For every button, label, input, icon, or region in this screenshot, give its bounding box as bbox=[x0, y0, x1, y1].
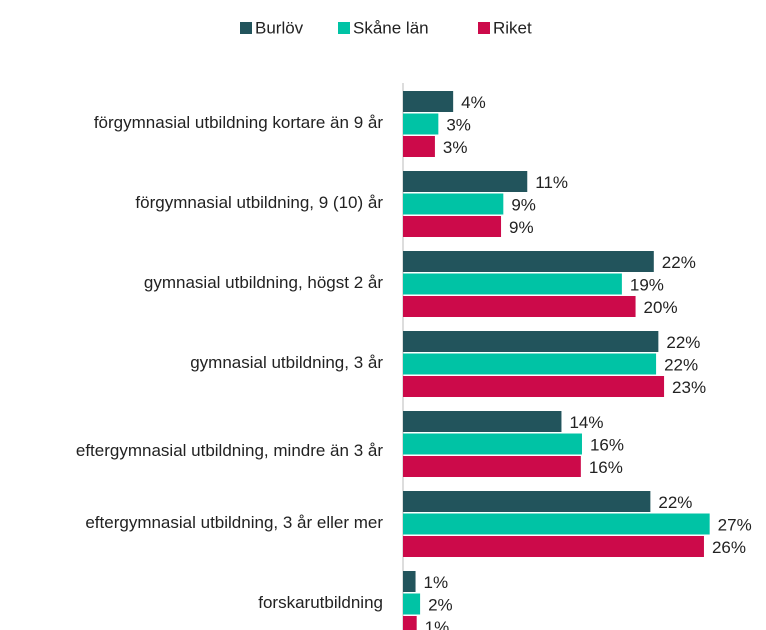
value-label: 9% bbox=[511, 195, 536, 214]
bar bbox=[403, 136, 435, 157]
value-label: 19% bbox=[630, 275, 664, 294]
category-label: gymnasial utbildning, 3 år bbox=[190, 352, 383, 372]
value-label: 2% bbox=[428, 595, 453, 614]
bar bbox=[403, 296, 636, 317]
bar bbox=[403, 376, 665, 397]
value-label: 22% bbox=[658, 493, 692, 512]
legend-swatch bbox=[478, 22, 490, 34]
bar bbox=[403, 571, 416, 592]
value-label: 26% bbox=[712, 538, 746, 557]
category-label: gymnasial utbildning, högst 2 år bbox=[143, 272, 383, 292]
category-label: förgymnasial utbildning kortare än 9 år bbox=[93, 112, 383, 132]
value-label: 11% bbox=[535, 173, 568, 192]
value-label: 20% bbox=[644, 298, 678, 317]
bar bbox=[403, 193, 504, 215]
bar bbox=[403, 251, 654, 272]
bar bbox=[403, 456, 581, 477]
value-label: 4% bbox=[461, 93, 486, 112]
value-label: 23% bbox=[672, 378, 706, 397]
bar bbox=[403, 113, 439, 135]
category-label: förgymnasial utbildning, 9 (10) år bbox=[135, 192, 383, 212]
legend-label: Skåne län bbox=[353, 18, 429, 37]
value-label: 27% bbox=[718, 515, 752, 534]
category-label: eftergymnasial utbildning, mindre än 3 å… bbox=[75, 440, 383, 460]
value-label: 9% bbox=[509, 218, 534, 237]
category-label: forskarutbildning bbox=[258, 592, 383, 612]
bar bbox=[403, 331, 659, 352]
legend-swatch bbox=[338, 22, 350, 34]
value-label: 3% bbox=[443, 138, 468, 157]
bar bbox=[403, 536, 704, 557]
bar bbox=[403, 353, 657, 375]
bar bbox=[403, 411, 562, 432]
bar bbox=[403, 593, 421, 615]
value-label: 22% bbox=[666, 333, 700, 352]
bar bbox=[403, 616, 417, 630]
bar bbox=[403, 273, 622, 295]
legend-label: Burlöv bbox=[255, 18, 304, 37]
value-label: 1% bbox=[425, 618, 450, 630]
bar bbox=[403, 91, 454, 112]
bar bbox=[403, 513, 710, 535]
value-label: 16% bbox=[589, 458, 623, 477]
value-label: 16% bbox=[590, 435, 624, 454]
category-label: eftergymnasial utbildning, 3 år eller me… bbox=[85, 512, 383, 532]
value-label: 22% bbox=[662, 253, 696, 272]
value-label: 1% bbox=[424, 573, 449, 592]
bar bbox=[403, 216, 502, 237]
bar bbox=[403, 491, 651, 512]
value-label: 22% bbox=[664, 355, 698, 374]
value-label: 3% bbox=[446, 115, 471, 134]
legend-label: Riket bbox=[493, 18, 532, 37]
bar bbox=[403, 433, 582, 455]
legend-swatch bbox=[240, 22, 252, 34]
bar bbox=[403, 171, 528, 192]
value-label: 14% bbox=[569, 413, 603, 432]
